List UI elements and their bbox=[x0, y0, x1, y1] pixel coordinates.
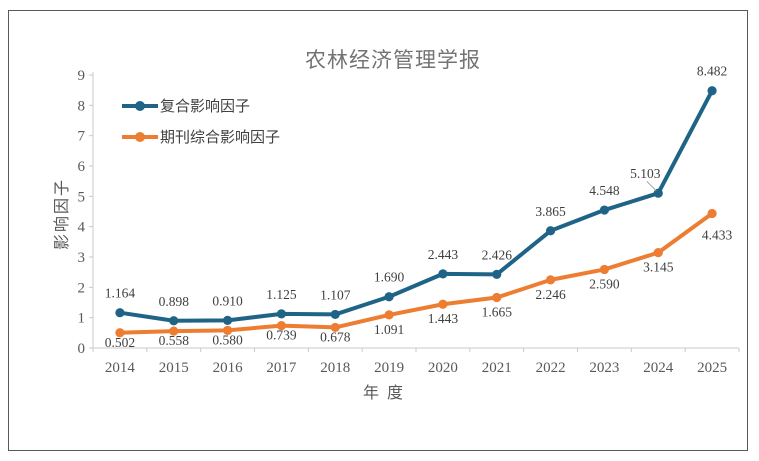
y-tick-label: 6 bbox=[78, 159, 86, 175]
data-label-0-9: 4.548 bbox=[589, 183, 620, 198]
x-tick-label: 2014 bbox=[105, 360, 136, 376]
series-line-1 bbox=[117, 211, 715, 335]
legend-line-marker-icon bbox=[122, 126, 158, 147]
data-point-1-8 bbox=[545, 275, 556, 285]
data-point-1-11 bbox=[707, 208, 717, 219]
data-label-1-11: 4.433 bbox=[702, 228, 733, 243]
data-point-0-4 bbox=[330, 309, 340, 320]
data-label-1-2: 0.580 bbox=[212, 332, 243, 347]
chart-title: 农林经济管理学报 bbox=[305, 48, 481, 72]
data-label-0-6: 2.443 bbox=[428, 247, 459, 262]
x-axis-title: 年 度 bbox=[362, 385, 405, 402]
data-point-1-4 bbox=[330, 322, 340, 333]
x-tick-label: 2023 bbox=[589, 360, 619, 376]
data-point-1-10 bbox=[653, 248, 663, 258]
data-point-0-7 bbox=[492, 269, 502, 280]
x-tick-label: 2018 bbox=[320, 360, 350, 376]
data-label-0-7: 2.426 bbox=[482, 247, 513, 262]
y-tick-label: 7 bbox=[78, 129, 86, 145]
data-point-1-2 bbox=[222, 325, 233, 336]
data-point-0-8 bbox=[545, 226, 556, 236]
data-point-1-9 bbox=[599, 264, 610, 275]
y-tick-label: 3 bbox=[78, 250, 86, 266]
x-tick-label: 2020 bbox=[428, 360, 458, 376]
data-point-1-0 bbox=[115, 328, 125, 338]
data-label-0-4: 1.107 bbox=[320, 287, 351, 302]
data-label-1-1: 0.558 bbox=[159, 333, 190, 348]
y-tick-label: 0 bbox=[78, 341, 86, 357]
data-label-1-9: 2.590 bbox=[589, 276, 620, 291]
legend-label-composite-impact-factor: 复合影响因子 bbox=[160, 99, 251, 115]
data-label-0-10: 5.103 bbox=[630, 166, 661, 181]
data-point-0-3 bbox=[276, 309, 287, 319]
x-tick-label: 2017 bbox=[266, 360, 297, 376]
data-label-1-7: 1.665 bbox=[482, 304, 513, 319]
x-tick-label: 2016 bbox=[213, 360, 244, 376]
data-point-0-0 bbox=[115, 308, 125, 318]
y-tick-label: 9 bbox=[78, 68, 86, 84]
y-tick-label: 5 bbox=[78, 189, 86, 205]
data-point-0-5 bbox=[384, 292, 394, 302]
data-point-0-2 bbox=[222, 315, 233, 325]
x-tick-label: 2025 bbox=[697, 360, 727, 376]
x-tick-label: 2019 bbox=[374, 360, 404, 376]
y-tick-label: 8 bbox=[78, 98, 86, 114]
legend: 复合影响因子 期刊综合影响因子 bbox=[122, 95, 280, 157]
data-label-0-5: 1.690 bbox=[374, 270, 405, 285]
data-point-1-6 bbox=[438, 299, 448, 309]
data-label-1-0: 0.502 bbox=[105, 335, 135, 350]
x-tick-label: 2022 bbox=[536, 360, 566, 376]
data-point-1-1 bbox=[169, 326, 179, 336]
data-label-leader-line bbox=[646, 180, 657, 192]
data-point-0-11 bbox=[707, 86, 717, 96]
data-label-1-10: 3.145 bbox=[643, 260, 674, 275]
x-tick-label: 2015 bbox=[159, 360, 189, 376]
y-tick-label: 2 bbox=[78, 280, 86, 296]
data-label-0-0: 1.164 bbox=[105, 286, 136, 301]
x-tick-label: 2021 bbox=[482, 360, 512, 376]
data-label-1-6: 1.443 bbox=[428, 311, 459, 326]
chart-frame-border bbox=[8, 10, 748, 451]
legend-line-marker-icon bbox=[122, 95, 158, 116]
data-point-0-9 bbox=[599, 205, 610, 215]
x-tick-label: 2024 bbox=[643, 360, 674, 376]
series-line-0 bbox=[117, 88, 715, 323]
y-tick-label: 4 bbox=[78, 220, 86, 236]
data-label-0-8: 3.865 bbox=[535, 204, 566, 219]
data-label-0-3: 1.125 bbox=[266, 287, 297, 302]
data-label-0-1: 0.898 bbox=[159, 294, 190, 309]
data-point-0-6 bbox=[438, 269, 448, 279]
legend-item-composite-impact-factor: 复合影响因子 bbox=[122, 95, 280, 116]
data-point-1-5 bbox=[384, 310, 394, 320]
data-point-1-3 bbox=[276, 320, 287, 331]
data-label-1-8: 2.246 bbox=[535, 287, 566, 302]
y-tick-label: 1 bbox=[78, 311, 86, 327]
legend-label-journal-comprehensive-impact-factor: 期刊综合影响因子 bbox=[160, 130, 281, 146]
legend-item-journal-comprehensive-impact-factor: 期刊综合影响因子 bbox=[122, 126, 280, 147]
data-label-0-2: 0.910 bbox=[212, 293, 243, 308]
data-label-1-4: 0.678 bbox=[320, 329, 351, 344]
data-label-1-3: 0.739 bbox=[266, 328, 297, 343]
data-label-0-11: 8.482 bbox=[697, 64, 727, 79]
data-label-1-5: 1.091 bbox=[374, 322, 404, 337]
data-point-1-7 bbox=[492, 292, 502, 303]
data-point-0-1 bbox=[169, 316, 179, 326]
